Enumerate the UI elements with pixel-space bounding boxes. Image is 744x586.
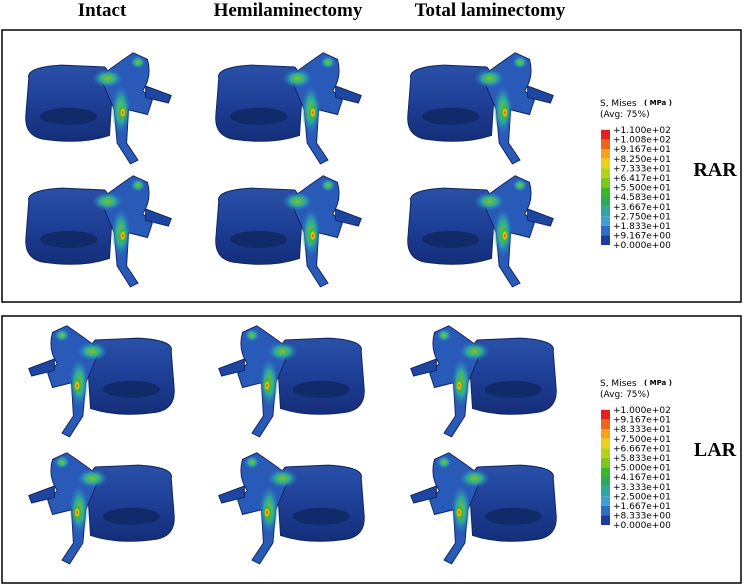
legend-label: +3.333e+01: [613, 483, 671, 493]
legend-label: +7.333e+01: [613, 164, 671, 174]
vertebra-model: [28, 452, 175, 565]
row-label: RAR: [693, 159, 737, 181]
vertebra-model: [410, 452, 557, 565]
legend-swatch: [601, 496, 610, 506]
legend-swatch: [601, 225, 610, 236]
vertebra-model: [218, 452, 365, 565]
vertebra-model: [215, 52, 362, 165]
legend-label: +4.167e+01: [613, 473, 671, 483]
legends: S, Mises( MPa )(Avg: 75%)+1.100e+02+1.00…: [600, 99, 672, 531]
legend-label: +7.500e+01: [613, 435, 671, 445]
column-header: Total laminectomy: [415, 0, 566, 21]
legend-label: +1.667e+01: [613, 502, 671, 512]
legend-swatch: [601, 505, 610, 516]
legend-swatch: [601, 409, 610, 420]
legend-label: +9.167e+00: [613, 232, 671, 242]
panel-frame: [1, 315, 742, 584]
legend-label: +3.667e+01: [613, 203, 671, 213]
legend-swatch: [601, 235, 610, 245]
column-header: Intact: [78, 0, 127, 21]
legend-unit: ( MPa ): [644, 379, 672, 387]
legend-label: +1.000e+02: [613, 406, 671, 416]
vertebra-model: [25, 175, 172, 288]
legend-swatch: [601, 177, 610, 188]
vertebra-model: [25, 52, 172, 165]
legend-swatch: [601, 448, 610, 458]
legend-label: +4.583e+01: [613, 193, 671, 203]
legend-label: +1.833e+01: [613, 222, 671, 232]
vertebra-model: [215, 175, 362, 288]
legend-swatch: [601, 149, 610, 159]
legend-swatch: [601, 197, 610, 207]
legend-label: +6.417e+01: [613, 174, 671, 184]
legend-swatch: [601, 467, 610, 477]
legend-label: +9.167e+01: [613, 416, 671, 426]
legend-label: +9.167e+01: [613, 145, 671, 155]
legend-label: +5.000e+01: [613, 464, 671, 474]
vertebra-model: [407, 175, 554, 288]
legend-swatch: [601, 216, 610, 226]
legend-swatch: [601, 139, 610, 149]
legend-swatch: [601, 168, 610, 178]
legend-label: +5.500e+01: [613, 184, 671, 194]
column-header: Hemilaminectomy: [214, 0, 363, 21]
row-label: LAR: [694, 439, 737, 461]
legend-title: S, Mises: [600, 379, 637, 389]
legend-avg: (Avg: 75%): [600, 110, 650, 120]
vertebra-model: [410, 325, 557, 438]
panel-frame: [1, 29, 742, 303]
legend-swatch: [601, 515, 610, 525]
legend-swatch: [601, 477, 610, 487]
legend-label: +8.333e+01: [613, 425, 671, 435]
legend-label: +1.100e+02: [613, 126, 671, 136]
legend-label: +0.000e+00: [613, 241, 671, 251]
legend-label: +8.333e+00: [613, 512, 671, 522]
legend-title: S, Mises: [600, 99, 637, 109]
legend-swatch: [601, 486, 610, 497]
legend-label: +1.008e+02: [613, 136, 671, 146]
legend-label: +2.500e+01: [613, 492, 671, 502]
legend-unit: ( MPa ): [644, 99, 672, 107]
legend-label: +8.250e+01: [613, 155, 671, 165]
vertebra-model: [28, 325, 175, 438]
legend-swatch: [601, 129, 610, 140]
legend-swatch: [601, 187, 610, 197]
legend-swatch: [601, 158, 610, 169]
vertebra-model: [218, 325, 365, 438]
legend-label: +6.667e+01: [613, 444, 671, 454]
legend-avg: (Avg: 75%): [600, 390, 650, 400]
legend-label: +0.000e+00: [613, 521, 671, 531]
model-images: [25, 52, 557, 565]
vertebra-model: [407, 52, 554, 165]
legend-swatch: [601, 457, 610, 468]
legend-label: +2.750e+01: [613, 212, 671, 222]
legend-swatch: [601, 438, 610, 449]
legend-swatch: [601, 429, 610, 439]
legend-swatch: [601, 419, 610, 429]
legend-label: +5.833e+01: [613, 454, 671, 464]
legend-swatch: [601, 206, 610, 217]
